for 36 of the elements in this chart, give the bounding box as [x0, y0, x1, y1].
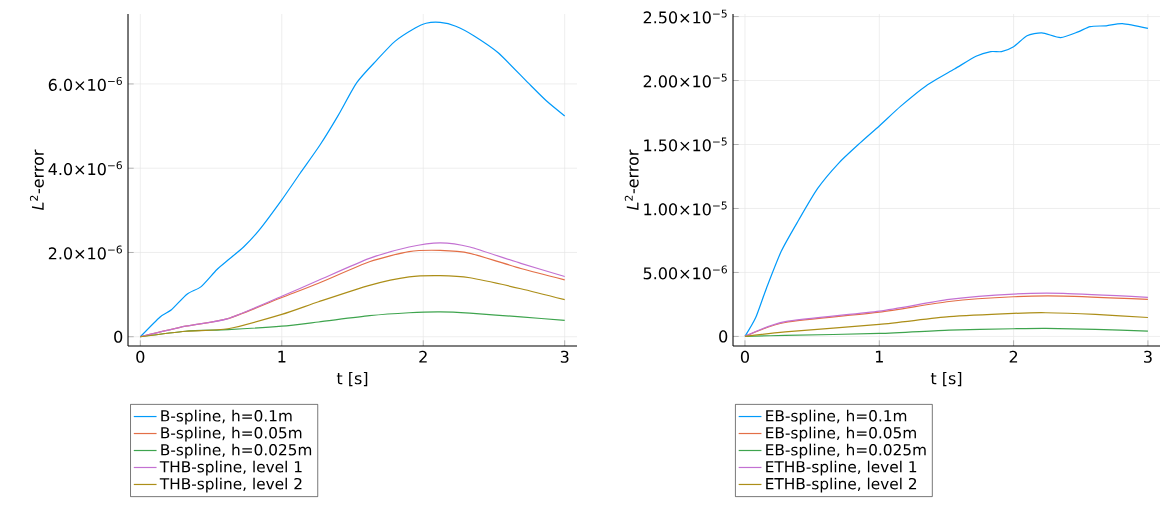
legend-label: B-spline, h=0.1m: [161, 409, 292, 425]
legend-label: EB-spline, h=0.025m: [766, 443, 926, 459]
x-tick-label: 0: [740, 350, 749, 363]
x-tick-label: 1: [875, 350, 883, 363]
y-tick-label: 0: [719, 330, 728, 343]
y-tick-label: 2.00×10$^{−5}$: [643, 73, 727, 88]
x-tick-label: 0: [136, 350, 145, 363]
line-series: [139, 21, 566, 338]
x-axis-title: t [s]: [930, 371, 962, 387]
x-tick-label: 2: [419, 350, 427, 363]
legend-label: ETHB-spline, level 2: [766, 477, 917, 493]
y-tick-label: 5.00×10$^{−6}$: [643, 265, 727, 280]
legend-label: THB-spline, level 1: [159, 460, 302, 476]
y-tick-label: 2.0×10$^{−6}$: [48, 245, 122, 260]
y-tick-label: 2.50×10$^{−5}$: [643, 9, 727, 24]
legend-label: EB-spline, h=0.1m: [766, 409, 907, 425]
y-tick-label: 1.50×10$^{−5}$: [644, 137, 727, 152]
line-series: [744, 312, 1149, 338]
legend-label: B-spline, h=0.05m: [161, 426, 302, 442]
legend-label: ETHB-spline, level 1: [766, 460, 917, 476]
y-tick-label: 0: [114, 330, 123, 343]
x-axis-title: t [s]: [336, 371, 368, 387]
y-axis-title: L$^{2}$-error: [29, 149, 44, 211]
line-series: [139, 275, 566, 338]
legend-label: EB-spline, h=0.05m: [766, 426, 916, 442]
y-axis-title: L$^{2}$-error: [624, 149, 639, 211]
legend-label: THB-spline, level 2: [159, 477, 302, 493]
y-tick-label: 6.0×10$^{−6}$: [48, 76, 122, 91]
y-tick-label: 1.00×10$^{−5}$: [644, 201, 727, 216]
x-tick-label: 3: [560, 350, 569, 363]
y-tick-label: 4.0×10$^{−6}$: [48, 161, 122, 176]
x-tick-label: 1: [278, 350, 286, 363]
x-tick-label: 3: [1144, 350, 1152, 363]
legend-label: B-spline, h=0.025m: [161, 443, 312, 459]
line-series: [744, 23, 1149, 338]
x-tick-label: 2: [1009, 350, 1018, 363]
